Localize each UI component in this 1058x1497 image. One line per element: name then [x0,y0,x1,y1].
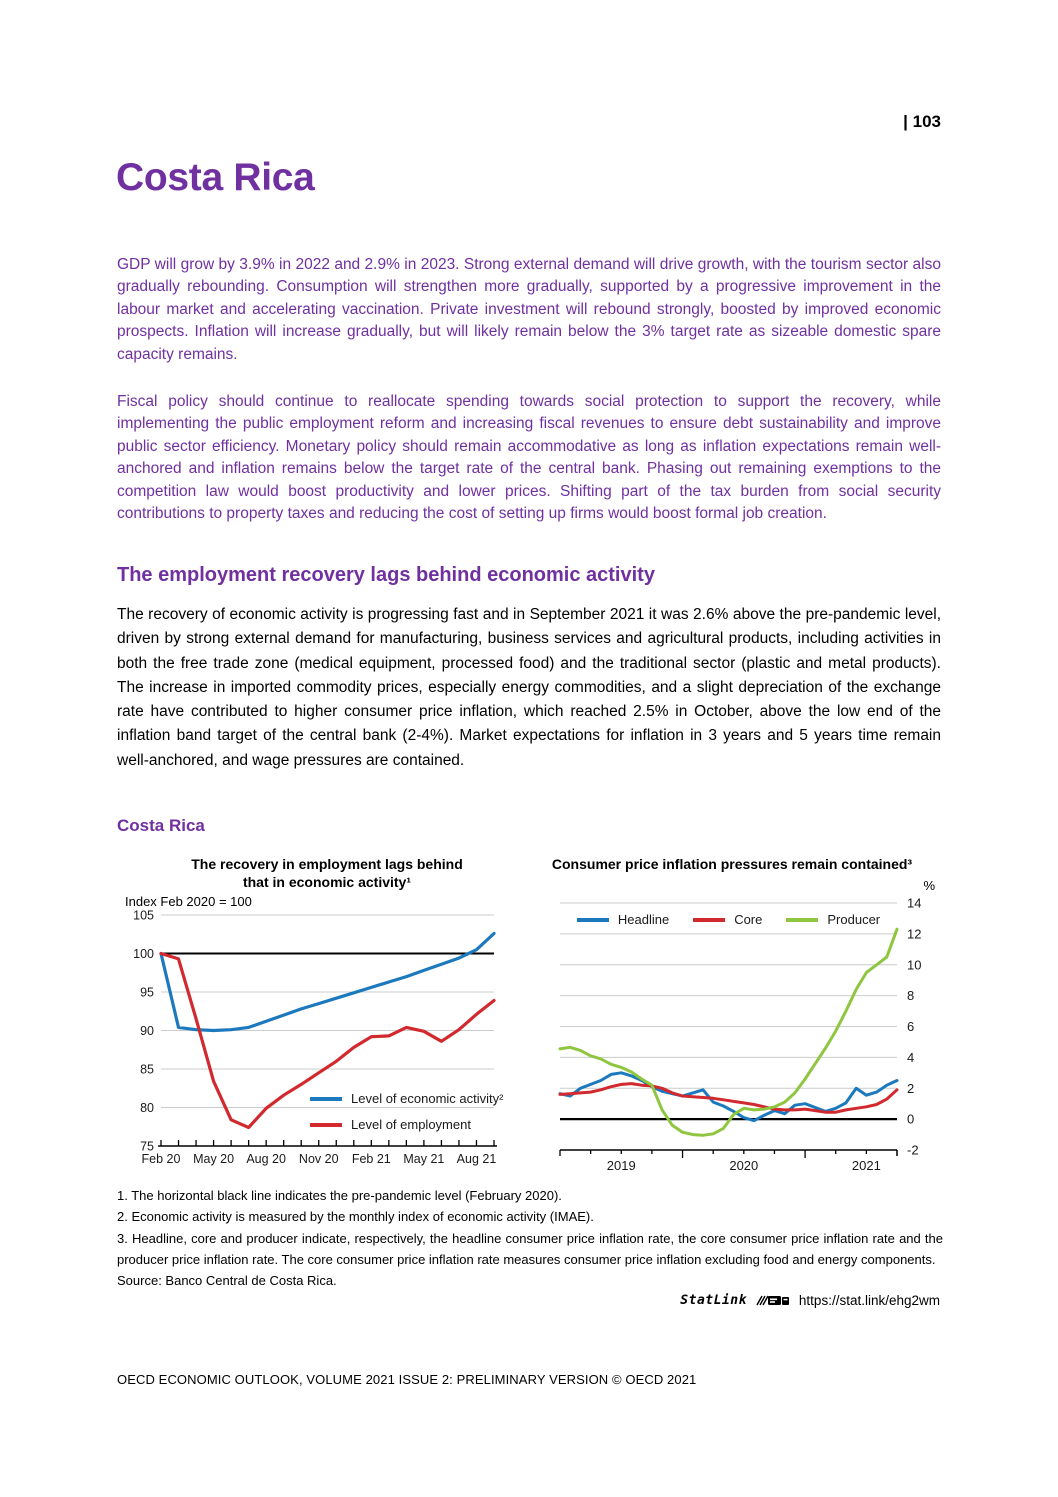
svg-text:2: 2 [907,1081,914,1096]
legend-swatch [693,917,726,922]
svg-text:95: 95 [140,986,154,1000]
legend-swatch [310,1122,342,1127]
figure-footnotes: 1. The horizontal black line indicates t… [117,1185,943,1291]
section-heading: The employment recovery lags behind econ… [117,564,655,586]
legend-swatch [786,917,819,922]
svg-text:80: 80 [140,1101,154,1115]
source-note: Source: Banco Central de Costa Rica. [117,1273,337,1289]
legend-label: Core [734,912,763,927]
section-body: The recovery of economic activity is pro… [117,606,941,769]
svg-text:12: 12 [907,926,921,941]
legend-swatch [310,1096,342,1101]
employment-chart-title-line1: The recovery in employment lags behind [191,856,463,872]
svg-text:Feb 20: Feb 20 [142,1152,181,1166]
legend-swatch [576,917,609,922]
figure-heading: Costa Rica [117,816,205,835]
page-title: Costa Rica [116,156,315,199]
legend-item: Headline [576,912,670,927]
summary-paragraph-1: GDP will grow by 3.9% in 2022 and 2.9% i… [117,256,941,363]
svg-text:75: 75 [140,1140,154,1154]
svg-text:Aug 20: Aug 20 [246,1152,286,1166]
inflation-chart-axis-note: % [923,878,935,893]
page-footer: OECD ECONOMIC OUTLOOK, VOLUME 2021 ISSUE… [117,1372,697,1387]
legend-label: Level of employment [351,1117,471,1132]
footnote-3: 3. Headline, core and producer indicate,… [117,1230,943,1267]
inflation-chart-legend: Headline Core Producer [560,912,897,927]
page-number: | 103 [903,112,941,131]
svg-text:Nov 20: Nov 20 [299,1152,339,1166]
legend-item: Level of employment [310,1117,503,1132]
svg-text:90: 90 [140,1024,154,1038]
legend-item: Level of economic activity² [310,1091,503,1106]
footnote-2: 2. Economic activity is measured by the … [117,1209,594,1225]
inflation-chart: Consumer price inflation pressures remai… [545,852,949,1187]
svg-text:6: 6 [907,1019,914,1034]
svg-text:2021: 2021 [852,1158,881,1173]
footnote-1: 1. The horizontal black line indicates t… [117,1188,562,1203]
inflation-chart-plot: -2 0 2 4 6 8 10 12 14 2019 2020 2021 [558,896,921,1173]
statlink-row: StatLink https://stat.link/ehg2wm [680,1293,940,1308]
svg-text:4: 4 [907,1050,914,1065]
employment-chart-axis-note: Index Feb 2020 = 100 [125,894,252,909]
svg-text:-2: -2 [907,1143,919,1158]
legend-label: Producer [827,912,881,927]
statlink-url[interactable]: https://stat.link/ehg2wm [798,1293,940,1308]
svg-text:0: 0 [907,1112,914,1127]
svg-text:May 20: May 20 [193,1152,234,1166]
svg-text:100: 100 [133,947,154,961]
svg-text:May 21: May 21 [403,1152,444,1166]
svg-text:10: 10 [907,957,921,972]
employment-chart-plot: 75 80 85 90 95 100 105 Feb 20 May 20 Aug 20 Nov 20… [133,909,497,1166]
employment-chart-title: The recovery in employment lags behind t… [151,855,503,891]
statlink-icon [756,1295,789,1306]
svg-text:8: 8 [907,988,914,1003]
summary-paragraph-2: Fiscal policy should continue to realloc… [117,393,941,523]
inflation-chart-title: Consumer price inflation pressures remai… [551,856,913,872]
svg-text:2019: 2019 [607,1158,636,1173]
employment-activity-chart: The recovery in employment lags behind t… [117,852,509,1187]
legend-item: Producer [786,912,880,927]
svg-text:2020: 2020 [729,1158,758,1173]
svg-text:14: 14 [907,896,921,911]
svg-text:Aug 21: Aug 21 [457,1152,497,1166]
svg-text:Feb 21: Feb 21 [352,1152,391,1166]
svg-text:85: 85 [140,1063,154,1077]
legend-label: Headline [617,912,670,927]
employment-chart-title-line2: that in economic activity¹ [242,874,412,890]
svg-text:105: 105 [133,909,154,923]
legend-item: Core [693,912,762,927]
legend-label: Level of economic activity² [351,1091,504,1106]
statlink-label: StatLink [680,1293,747,1308]
employment-chart-legend: Level of economic activity² Level of empl… [310,1091,503,1132]
